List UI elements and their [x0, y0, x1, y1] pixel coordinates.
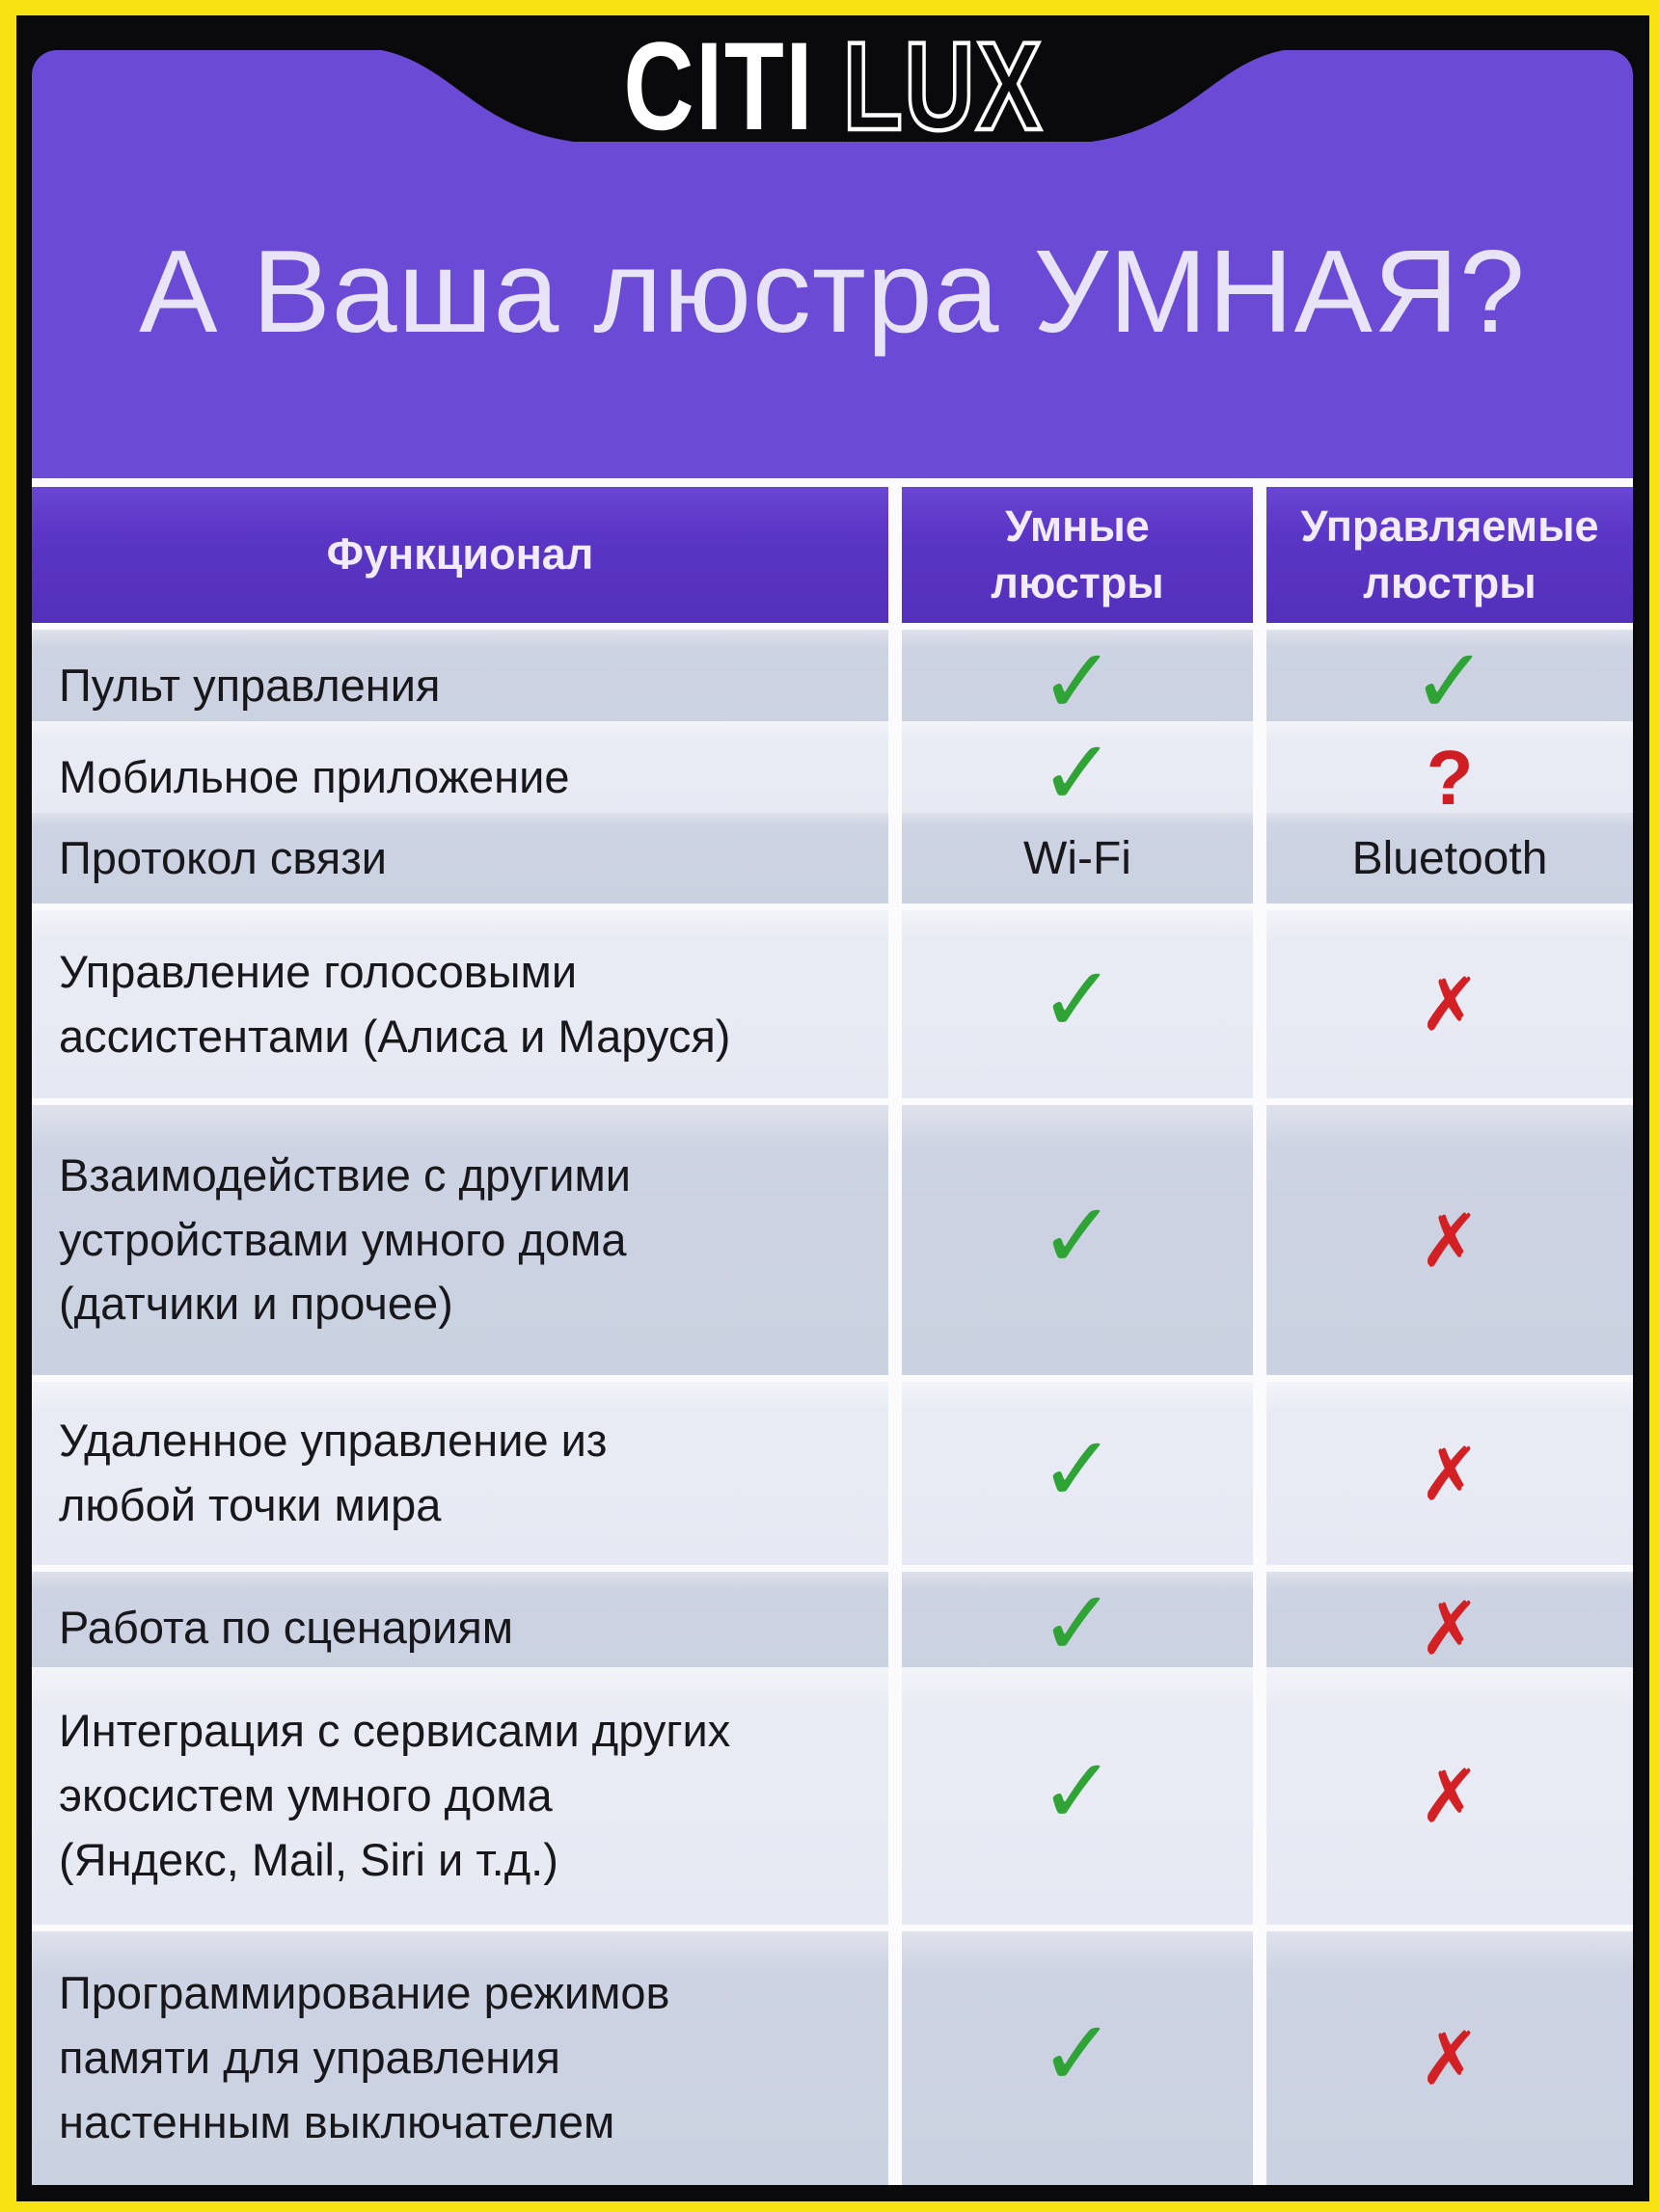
cross-icon: ✗ [1266, 1572, 1633, 1685]
check-icon: ✓ [902, 1382, 1253, 1565]
feature-label: Работа по сценариям [32, 1572, 888, 1685]
feature-label: Удаленное управление из любой точки мира [32, 1382, 888, 1565]
citilux-logo: CITI LUX [623, 31, 1043, 156]
table-row: Программирование режимов памяти для упра… [32, 1931, 1633, 2185]
table-header-row: Функционал Умные люстры Управляемые люст… [32, 487, 1633, 623]
feature-label: Протокол связи [32, 813, 888, 904]
table-row: Удаленное управление из любой точки мира… [32, 1382, 1633, 1565]
check-icon: ✓ [902, 1667, 1253, 1925]
cross-icon: ✗ [1266, 1667, 1633, 1925]
header-feature: Функционал [32, 487, 888, 623]
header-tab-shape [369, 48, 1295, 142]
title-area: А Ваша люстра УМНАЯ? [32, 50, 1633, 478]
table-row: Пульт управления ✓ ✓ [32, 630, 1633, 742]
table-row: Работа по сценариям ✓ ✗ [32, 1572, 1633, 1685]
feature-label: Управление голосовыми ассистентами (Алис… [32, 910, 888, 1098]
cross-icon: ✗ [1266, 1105, 1633, 1375]
header-controlled-chandeliers: Управляемые люстры [1266, 487, 1633, 623]
feature-label: Программирование режимов памяти для упра… [32, 1931, 888, 2185]
check-icon: ✓ [902, 1931, 1253, 2185]
cross-icon: ✗ [1266, 1382, 1633, 1565]
purple-panel: А Ваша люстра УМНАЯ? Функционал Умные лю… [32, 48, 1633, 2185]
svg-text:CITI LUX: CITI LUX [623, 31, 1043, 156]
table-row: Мобильное приложение ✓? [32, 721, 1633, 834]
header-smart-chandeliers: Умные люстры [902, 487, 1253, 623]
feature-label: Взаимодействие с другими устройствами ум… [32, 1105, 888, 1375]
check-icon: ✓ [902, 910, 1253, 1098]
cross-icon: ✗ [1266, 1931, 1633, 2185]
check-icon: ✓ [902, 1105, 1253, 1375]
feature-label: Интеграция с сервисами других экосистем … [32, 1667, 888, 1925]
value-text: Bluetooth [1266, 813, 1633, 904]
black-frame: CITI LUX А Ваша люстра УМНАЯ? Функционал… [16, 15, 1649, 2201]
table-row: Протокол связи Wi-Fi Bluetooth [32, 813, 1633, 904]
check-icon: ✓ [902, 1572, 1253, 1685]
comparison-table: Функционал Умные люстры Управляемые люст… [32, 478, 1633, 2185]
page-title: А Ваша люстра УМНАЯ? [139, 226, 1526, 357]
logo-text-outline: LUX [842, 31, 1042, 156]
logo-text-solid: CITI [623, 31, 814, 156]
cross-icon: ✗ [1266, 910, 1633, 1098]
value-text: Wi-Fi [902, 813, 1253, 904]
table-body: Пульт управления ✓ ✓ Мобильное приложение ✓?… [32, 630, 1633, 2185]
table-row: Управление голосовыми ассистентами (Алис… [32, 910, 1633, 1098]
table-row: Взаимодействие с другими устройствами ум… [32, 1105, 1633, 1375]
table-row: Интеграция с сервисами других экосистем … [32, 1667, 1633, 1925]
